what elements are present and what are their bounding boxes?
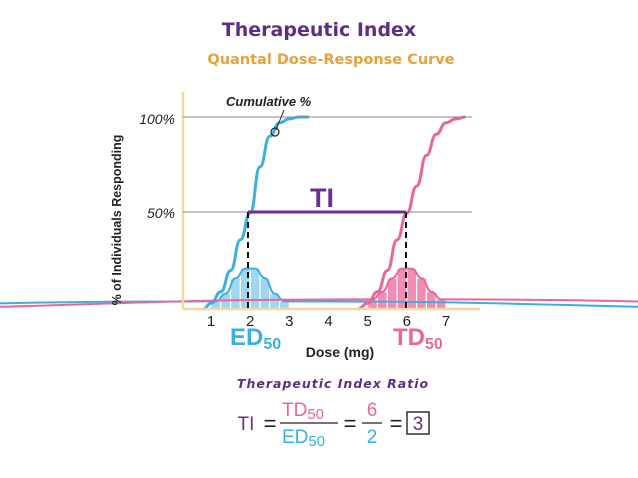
x-tick-label: 5: [363, 313, 371, 330]
ratio-title: Therapeutic Index Ratio: [237, 376, 429, 391]
y-tick-label-100: 100%: [139, 111, 175, 127]
ed50-cumulative-curve: [202, 115, 309, 311]
y-axis-label: % of Individuals Responding: [110, 135, 124, 306]
cumulative-pointer: [275, 109, 285, 131]
x-tick-label: 4: [324, 313, 332, 330]
formula-den-value: 2: [367, 427, 378, 448]
formula-result: 3: [413, 414, 424, 435]
chart-subtitle: Quantal Dose-Response Curve: [207, 52, 454, 68]
x-tick-label: 7: [442, 313, 450, 330]
td50-label: TD50: [393, 324, 443, 353]
x-axis-label: Dose (mg): [306, 344, 374, 360]
formula-lhs: TI: [238, 414, 255, 435]
curve-layer: [0, 115, 638, 311]
x-tick-label: 1: [207, 313, 215, 330]
td50-cumulative-curve: [357, 115, 466, 311]
formula-equals-2: =: [344, 411, 357, 436]
chart-title: Therapeutic Index: [222, 19, 416, 41]
y-tick-label-50: 50%: [147, 205, 175, 221]
formula-equals-1: =: [264, 411, 277, 436]
ed50-label: ED50: [230, 324, 281, 353]
x-tick-label: 3: [285, 313, 293, 330]
formula-denominator: ED50: [282, 427, 325, 450]
x-tick-labels: 1 2 3 4 5 6 7: [207, 313, 450, 330]
ed50-bell-curve: [0, 267, 638, 308]
cumulative-label: Cumulative %: [226, 94, 312, 109]
ed50-histogram-bar: [249, 268, 261, 310]
formula-equals-3: =: [390, 411, 403, 436]
cumulative-marker: [270, 127, 280, 137]
formula-num-value: 6: [367, 400, 378, 421]
td50-bell-curve: [0, 267, 638, 308]
ti-label: TI: [310, 183, 334, 213]
x-tick-label: 2: [246, 313, 254, 330]
td50-histogram-bar: [435, 298, 447, 310]
formula-numerator: TD50: [282, 400, 324, 423]
x-tick-label: 6: [403, 313, 411, 330]
formula-result-box: [406, 411, 430, 435]
